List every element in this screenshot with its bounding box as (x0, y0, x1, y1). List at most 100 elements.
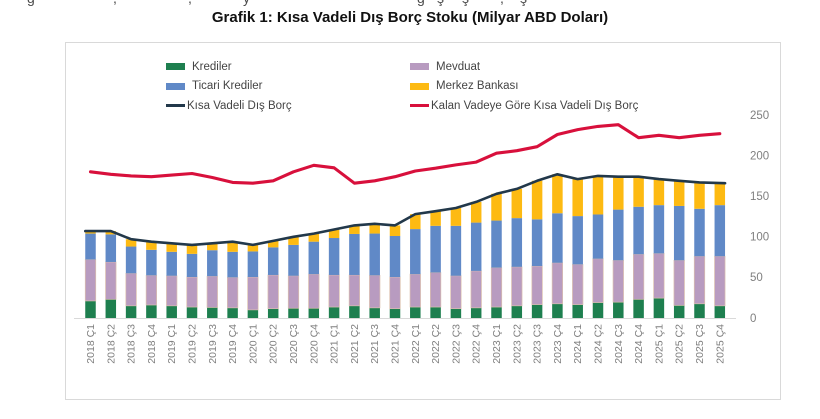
bar-segment-ticari-krediler (633, 206, 644, 255)
bar-segment-mevduat (287, 275, 300, 309)
chart-title: Grafik 1: Kısa Vadeli Dış Borç Stoku (Mi… (211, 9, 609, 26)
legend-label: Mevduat (436, 60, 481, 73)
bar-segment-merkez-bankası (633, 176, 644, 207)
bar-segment-krediler (491, 307, 502, 318)
bar-segment-merkez-bankası (166, 243, 177, 252)
bar-segment-ticari-krediler (470, 222, 482, 271)
stacked-bar-chart-plot: 0 50 100 150 200 250 2018 Ç1 2018 Ç2 2018 Ç3 2018… (74, 110, 769, 364)
x-axis-tick-label: 2024 Ç3 (613, 324, 625, 364)
bar-segment-ticari-krediler (288, 244, 299, 276)
bar-segment-krediler (166, 305, 177, 318)
bar-segment-merkez-bankası (552, 174, 563, 214)
bar-segment-mevduat (409, 273, 421, 308)
bar-segment-krediler (328, 307, 340, 318)
bar-segment-krediler (633, 299, 644, 318)
bar-segment-merkez-bankası (714, 183, 726, 206)
bar-segment-ticari-krediler (450, 225, 462, 276)
cropped-letter: , (113, 0, 117, 6)
bar-segment-merkez-bankası (511, 188, 523, 219)
kalan-vadeye-line-swatch-icon (410, 104, 429, 108)
bar-segment-ticari-krediler (714, 205, 726, 257)
bar-segment-merkez-bankası (450, 207, 462, 226)
bar-segment-mevduat (389, 276, 401, 310)
bar-segment-mevduat (450, 275, 462, 310)
bar-segment-krediler (653, 298, 665, 318)
x-axis-tick-label: 2024 Ç1 (572, 324, 584, 364)
bar-segment-krediler (450, 308, 462, 318)
bar-segment-ticari-krediler (511, 218, 523, 267)
legend-label: Kısa Vadeli Dış Borç (187, 99, 292, 112)
bar-segment-mevduat (125, 272, 137, 307)
bar-segment-merkez-bankası (267, 240, 279, 248)
bar-segment-merkez-bankası (369, 223, 380, 234)
merkez-bankasi-swatch-icon (410, 82, 429, 90)
x-axis-tick-label: 2019 Ç4 (227, 324, 239, 364)
bar-segment-krediler (349, 305, 360, 318)
x-axis-tick-label: 2023 Ç1 (491, 324, 503, 364)
bar-segment-mevduat (653, 253, 665, 299)
legend-item-kisa-vadeli-dis-borc: Kısa Vadeli Dış Borç (166, 96, 292, 116)
bar-segment-ticari-krediler (410, 229, 421, 275)
bar-segment-krediler (146, 305, 157, 318)
legend-column-right: Mevduat Merkez Bankası Kalan Vadeye Göre… (410, 57, 638, 116)
ticari-krediler-swatch-icon (166, 82, 185, 90)
legend-label: Merkez Bankası (436, 80, 519, 93)
bar-segment-ticari-krediler (207, 250, 218, 277)
bar-segment-merkez-bankası (491, 193, 502, 221)
bar-segment-krediler (125, 305, 137, 318)
x-axis-tick-label: 2024 Ç2 (593, 324, 605, 364)
bar-segment-ticari-krediler (369, 233, 380, 276)
x-axis-tick-label: 2025 Ç2 (674, 324, 686, 364)
bar-segment-merkez-bankası (694, 182, 705, 209)
bar-segment-ticari-krediler (430, 225, 441, 273)
bar-segment-ticari-krediler (592, 214, 604, 259)
bar-segment-ticari-krediler (389, 235, 401, 277)
bar-segment-mevduat (612, 259, 624, 303)
cropped-letter: ş (437, 0, 444, 6)
x-axis-tick-label: 2021 Ç2 (349, 324, 361, 364)
bar-segment-krediler (85, 300, 96, 318)
line-series-kısa-vadeli-dış-borç (83, 173, 727, 247)
bar-segment-mevduat (145, 275, 158, 306)
bar-segment-merkez-bankası (653, 179, 665, 206)
cropped-letter: , (500, 0, 504, 6)
bar-segment-ticari-krediler (105, 234, 117, 262)
cropped-letter: , (188, 0, 192, 6)
bar-segment-ticari-krediler (673, 205, 685, 261)
bar-segment-mevduat (105, 261, 117, 300)
bar-segment-mevduat (348, 274, 360, 307)
legend-item-krediler: Krediler (166, 57, 292, 77)
bar-segment-krediler (531, 304, 543, 318)
line-series-kalan-vadeye-göre-kısa-vadeli-dış-borç (88, 123, 722, 185)
bar-segment-ticari-krediler (491, 220, 502, 268)
legend-item-merkez-bankasi: Merkez Bankası (410, 77, 638, 97)
x-axis-tick-label: 2020 Ç3 (288, 324, 300, 364)
bar-segment-merkez-bankası (470, 201, 482, 223)
bar-segment-ticari-krediler (267, 247, 279, 275)
y-axis-tick-label: 50 (750, 272, 763, 284)
bar-segment-merkez-bankası (410, 214, 421, 230)
x-axis-tick-label: 2018 Ç1 (85, 324, 97, 364)
y-axis-tick-label: 200 (750, 150, 769, 162)
y-axis-tick-label: 0 (750, 313, 756, 325)
legend-item-ticari-krediler: Ticari Krediler (166, 77, 292, 97)
bar-segment-merkez-bankası (430, 211, 441, 226)
bar-segment-ticari-krediler (186, 253, 198, 277)
bar-segment-merkez-bankası (247, 244, 259, 252)
bar-segment-merkez-bankası (592, 175, 604, 215)
bar-segment-ticari-krediler (572, 216, 583, 265)
bar-segment-krediler (572, 304, 583, 318)
bar-segment-krediler (673, 305, 685, 318)
bar-segment-mevduat (632, 253, 645, 300)
bar-segment-ticari-krediler (653, 205, 665, 254)
bar-segment-merkez-bankası (308, 233, 320, 242)
cropped-text-fragment: g,, y ğ ş ş, ş (0, 0, 820, 8)
bar-segment-merkez-bankası (288, 236, 299, 245)
bar-segment-merkez-bankası (227, 241, 238, 252)
bar-segment-mevduat (551, 262, 563, 305)
bar-segment-mevduat (166, 275, 178, 307)
x-axis-tick-label: 2021 Ç3 (369, 324, 381, 364)
bar-segment-ticari-krediler (328, 238, 340, 275)
x-axis-tick-label: 2018 Ç4 (146, 324, 158, 364)
